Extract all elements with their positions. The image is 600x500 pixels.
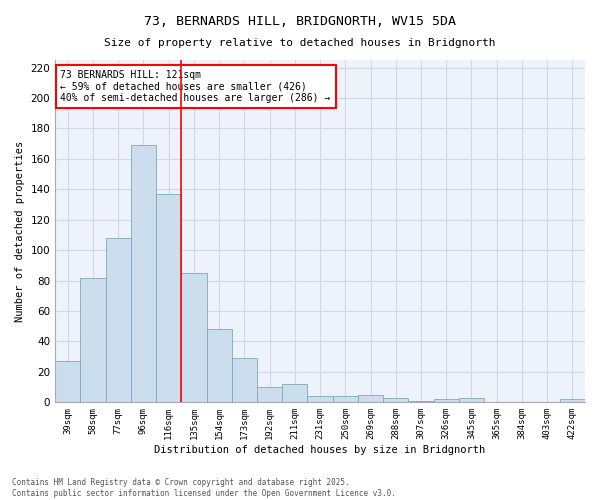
Bar xyxy=(358,394,383,402)
Bar xyxy=(434,400,459,402)
Bar xyxy=(232,358,257,403)
Bar xyxy=(55,362,80,403)
Text: 73, BERNARDS HILL, BRIDGNORTH, WV15 5DA: 73, BERNARDS HILL, BRIDGNORTH, WV15 5DA xyxy=(144,15,456,28)
Bar xyxy=(282,384,307,402)
Text: 73 BERNARDS HILL: 121sqm
← 59% of detached houses are smaller (426)
40% of semi-: 73 BERNARDS HILL: 121sqm ← 59% of detach… xyxy=(61,70,331,104)
Bar xyxy=(181,273,206,402)
Bar xyxy=(307,396,332,402)
Bar xyxy=(131,145,156,403)
Bar xyxy=(332,396,358,402)
Bar xyxy=(459,398,484,402)
Text: Contains HM Land Registry data © Crown copyright and database right 2025.
Contai: Contains HM Land Registry data © Crown c… xyxy=(12,478,396,498)
Bar xyxy=(80,278,106,402)
Bar xyxy=(257,387,282,402)
Y-axis label: Number of detached properties: Number of detached properties xyxy=(15,140,25,322)
Bar xyxy=(409,401,434,402)
Bar xyxy=(560,400,585,402)
Bar xyxy=(383,398,409,402)
Bar xyxy=(106,238,131,402)
Bar xyxy=(156,194,181,402)
Bar xyxy=(206,330,232,402)
Text: Size of property relative to detached houses in Bridgnorth: Size of property relative to detached ho… xyxy=(104,38,496,48)
X-axis label: Distribution of detached houses by size in Bridgnorth: Distribution of detached houses by size … xyxy=(154,445,486,455)
